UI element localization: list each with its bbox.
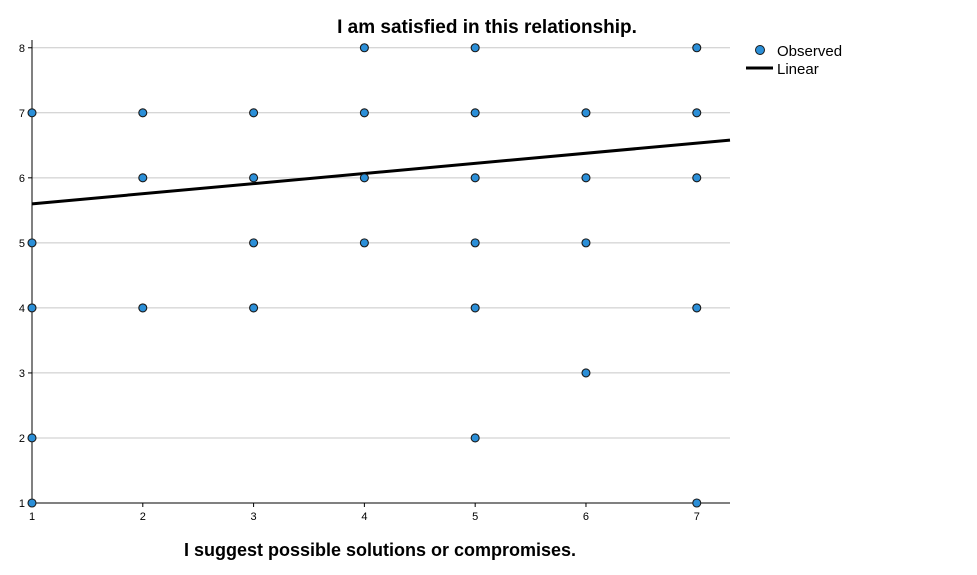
data-point bbox=[470, 43, 480, 53]
data-point bbox=[249, 238, 259, 248]
y-tick-label: 7 bbox=[19, 108, 25, 120]
data-point bbox=[249, 108, 259, 118]
data-point bbox=[138, 173, 148, 183]
y-tick-label: 6 bbox=[19, 173, 25, 185]
data-point bbox=[470, 303, 480, 313]
data-point bbox=[581, 368, 591, 378]
data-point bbox=[27, 498, 37, 508]
regression-line-group bbox=[31, 138, 731, 206]
data-point bbox=[359, 43, 369, 53]
x-tick-label: 3 bbox=[251, 511, 257, 523]
x-tick-label: 2 bbox=[140, 511, 146, 523]
legend-linear-label: Linear bbox=[777, 61, 819, 78]
data-point bbox=[470, 108, 480, 118]
data-point bbox=[138, 303, 148, 313]
y-tick-label: 4 bbox=[19, 303, 25, 315]
data-point bbox=[692, 498, 702, 508]
data-point bbox=[249, 303, 259, 313]
data-point bbox=[27, 303, 37, 313]
y-tick-label: 8 bbox=[19, 43, 25, 55]
data-point bbox=[692, 173, 702, 183]
data-point bbox=[138, 108, 148, 118]
data-point bbox=[359, 173, 369, 183]
chart-title: I am satisfied in this relationship. bbox=[337, 17, 637, 38]
x-tick-label: 7 bbox=[694, 511, 700, 523]
x-tick-label: 1 bbox=[29, 511, 35, 523]
x-tick-labels: 1 2 3 4 5 6 7 bbox=[29, 503, 700, 523]
y-tick-label: 5 bbox=[19, 238, 25, 250]
data-point bbox=[359, 238, 369, 248]
x-axis-label: I suggest possible solutions or compromi… bbox=[184, 540, 576, 560]
data-point bbox=[470, 173, 480, 183]
x-tick-label: 6 bbox=[583, 511, 589, 523]
x-tick-label: 5 bbox=[472, 511, 478, 523]
y-tick-label: 1 bbox=[19, 498, 25, 510]
data-point bbox=[581, 238, 591, 248]
data-point bbox=[692, 303, 702, 313]
data-point bbox=[359, 108, 369, 118]
data-point bbox=[470, 433, 480, 443]
y-tick-label: 3 bbox=[19, 368, 25, 380]
x-tick-label: 4 bbox=[361, 511, 367, 523]
observed-points bbox=[27, 43, 702, 508]
data-point bbox=[470, 238, 480, 248]
data-point bbox=[249, 173, 259, 183]
linear-fit-line bbox=[31, 138, 731, 206]
data-point bbox=[27, 433, 37, 443]
data-point bbox=[581, 173, 591, 183]
y-tick-label: 2 bbox=[19, 433, 25, 445]
legend: Observed Linear bbox=[746, 43, 842, 78]
legend-observed-label: Observed bbox=[777, 43, 842, 60]
data-point bbox=[692, 43, 702, 53]
data-point bbox=[581, 108, 591, 118]
data-point bbox=[27, 108, 37, 118]
data-point bbox=[27, 238, 37, 248]
legend-observed-marker bbox=[755, 45, 765, 55]
data-point bbox=[692, 108, 702, 118]
grid-lines bbox=[32, 47, 730, 504]
